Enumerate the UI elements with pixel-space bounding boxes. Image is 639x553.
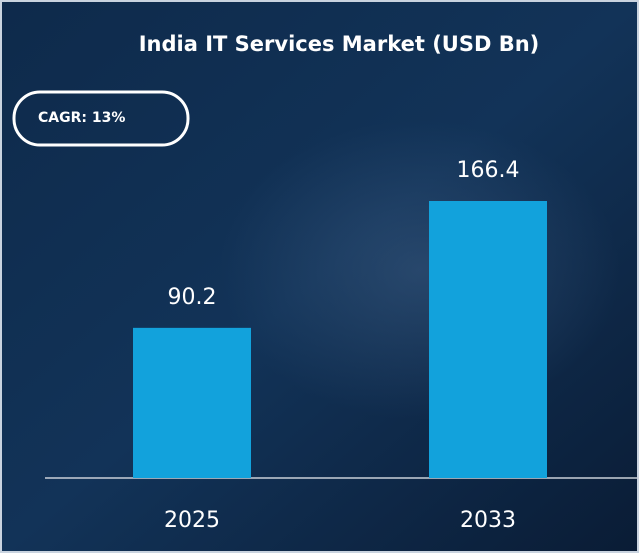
x-tick-label: 2033 (460, 508, 516, 533)
value-label: 166.4 (457, 158, 520, 183)
background-glow (220, 120, 620, 420)
bar (133, 327, 251, 478)
annotation-pill (12, 90, 190, 147)
bar (429, 201, 547, 478)
annotation: CAGR: 13% (38, 110, 125, 126)
chart-title: India IT Services Market (USD Bn) (139, 32, 540, 56)
x-tick-label: 2025 (164, 508, 220, 533)
value-label: 90.2 (168, 285, 217, 310)
